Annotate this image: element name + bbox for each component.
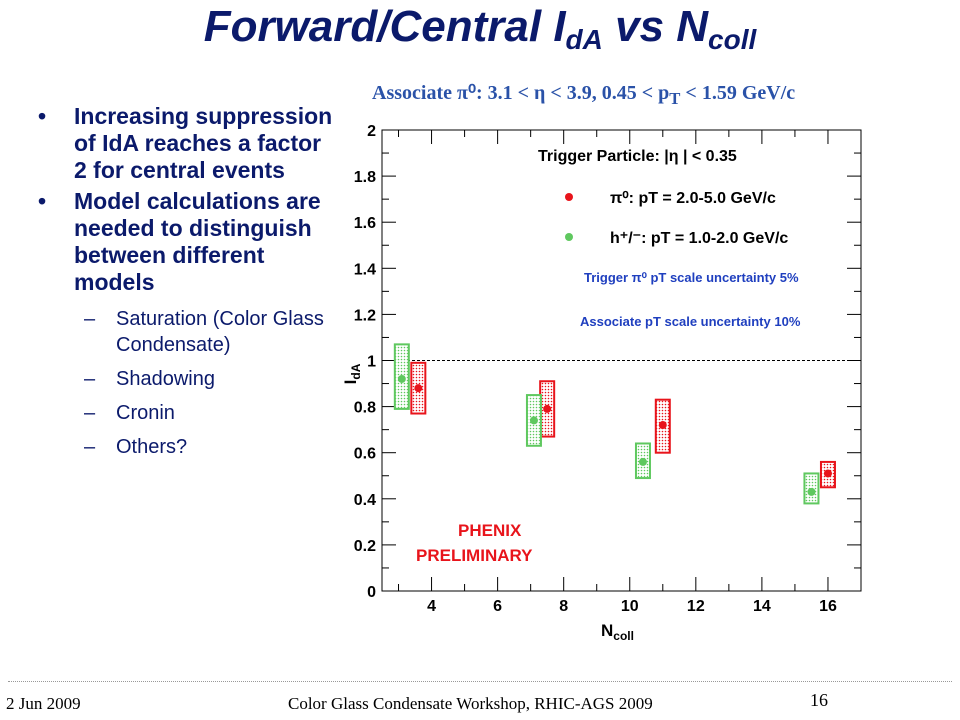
y-tick-label: 1.4 [354,261,376,278]
page-number: 16 [810,690,828,710]
associate-cut-label: Associate π⁰: 3.1 < η < 3.9, 0.45 < pT <… [372,82,796,108]
y-tick-label: 1 [367,354,376,371]
bullet-list: • Increasing suppression of IdA reaches a… [34,103,334,468]
y-tick-label: 2 [367,123,376,140]
legend-title: Trigger Particle: |η | < 0.35 [538,148,737,165]
bullet-item: • Model calculations are needed to distin… [38,188,321,295]
data-point [397,374,406,383]
legend-entry-pi0: π⁰: pT = 2.0-5.0 GeV/c [610,190,776,207]
data-point [414,384,423,393]
slide-title: Forward/Central IdA vs Ncoll [203,2,757,55]
y-tick-label: 0.8 [354,400,376,417]
note-trigger-uncertainty: Trigger π⁰ pT scale uncertainty 5% [584,270,799,285]
legend-entry-hadron: h⁺/⁻: pT = 1.0-2.0 GeV/c [610,230,788,247]
dash-icon: – [84,368,96,390]
footer-conference: Color Glass Condensate Workshop, RHIC-AG… [288,694,653,713]
x-tick-label: 10 [621,598,639,615]
bullet-icon: • [38,188,47,214]
y-tick-label: 1.6 [354,215,376,232]
x-tick-label: 6 [493,598,502,615]
legend-marker-red [565,193,573,201]
model-list: – Saturation (Color Glass Condensate) – Sh… [34,306,334,460]
note-associate-uncertainty: Associate pT scale uncertainty 10% [580,314,801,329]
x-tick-label: 8 [559,598,568,615]
y-tick-label: 0.6 [354,446,376,463]
x-axis-label: Ncoll [601,621,634,643]
x-tick-label: 14 [753,598,771,615]
footer-date: 2 Jun 2009 [6,694,81,713]
model-item: – Shadowing [84,368,215,390]
data-point [638,457,647,466]
model-item: – Cronin [84,402,175,424]
ida-chart: 00.20.40.60.811.21.41.61.82 4 6 8 10 12 14 16 … [341,123,862,643]
model-item: – Others? [84,436,188,458]
y-tick-label: 1.2 [354,307,376,324]
bullet-item: • Increasing suppression of IdA reaches a… [38,103,333,183]
dash-icon: – [84,436,96,458]
data-point [658,421,667,430]
y-tick-label: 1.8 [354,169,376,186]
model-item: – Saturation (Color Glass Condensate) [84,308,324,356]
data-point [543,404,552,413]
data-point [807,487,816,496]
dash-icon: – [84,308,96,330]
x-tick-label: 16 [819,598,837,615]
legend-marker-green [565,233,573,241]
y-tick-label: 0.4 [354,492,376,509]
data-point [823,469,832,478]
footer-divider [8,681,952,682]
bullet-icon: • [38,103,47,129]
data-point [529,416,538,425]
y-tick-label: 0 [367,584,376,601]
x-tick-label: 12 [687,598,705,615]
phenix-label: PHENIX [458,521,522,540]
dash-icon: – [84,402,96,424]
preliminary-label: PRELIMINARY [416,546,533,565]
y-axis-label: IdA [341,363,363,384]
x-tick-label: 4 [427,598,436,615]
y-tick-label: 0.2 [354,538,376,555]
